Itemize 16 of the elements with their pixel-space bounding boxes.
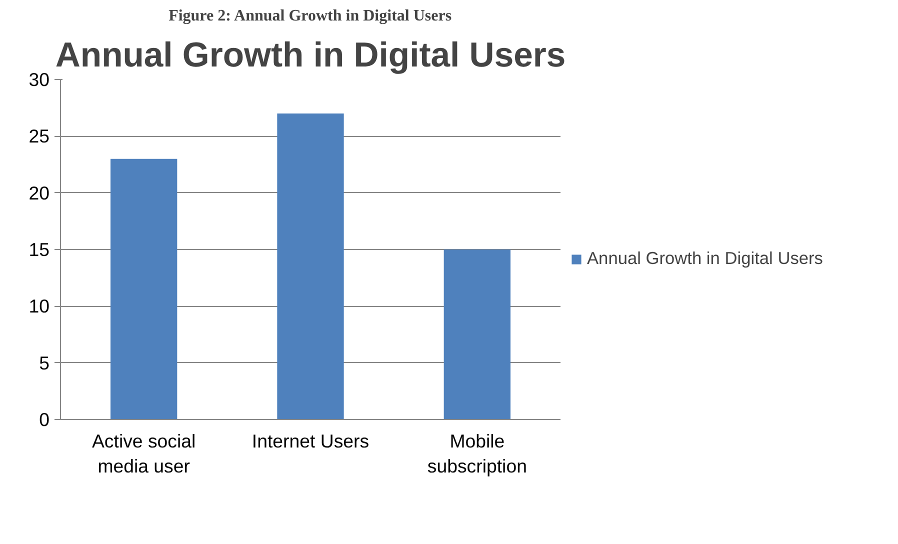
y-tick-label: 5 bbox=[39, 352, 50, 374]
x-tick-label: Internet Users bbox=[252, 430, 370, 452]
chart-title: Annual Growth in Digital Users bbox=[55, 36, 566, 74]
x-tick-label: Mobile subscription bbox=[427, 430, 527, 477]
y-tick-label: 30 bbox=[28, 69, 50, 90]
bar bbox=[444, 250, 510, 420]
y-tick-label: 25 bbox=[28, 126, 50, 147]
x-tick-label: Active social media user bbox=[92, 430, 196, 477]
bar bbox=[110, 158, 178, 420]
y-tick-label: 0 bbox=[39, 409, 50, 430]
y-tick-label: 20 bbox=[28, 182, 50, 204]
y-tick-label: 15 bbox=[28, 239, 50, 260]
caption: Figure 2: Annual Growth in Digital Users bbox=[168, 8, 452, 24]
y-tick-label: 10 bbox=[28, 296, 50, 317]
legend-label: Annual Growth in Digital Users bbox=[587, 248, 823, 269]
bar bbox=[277, 114, 344, 420]
